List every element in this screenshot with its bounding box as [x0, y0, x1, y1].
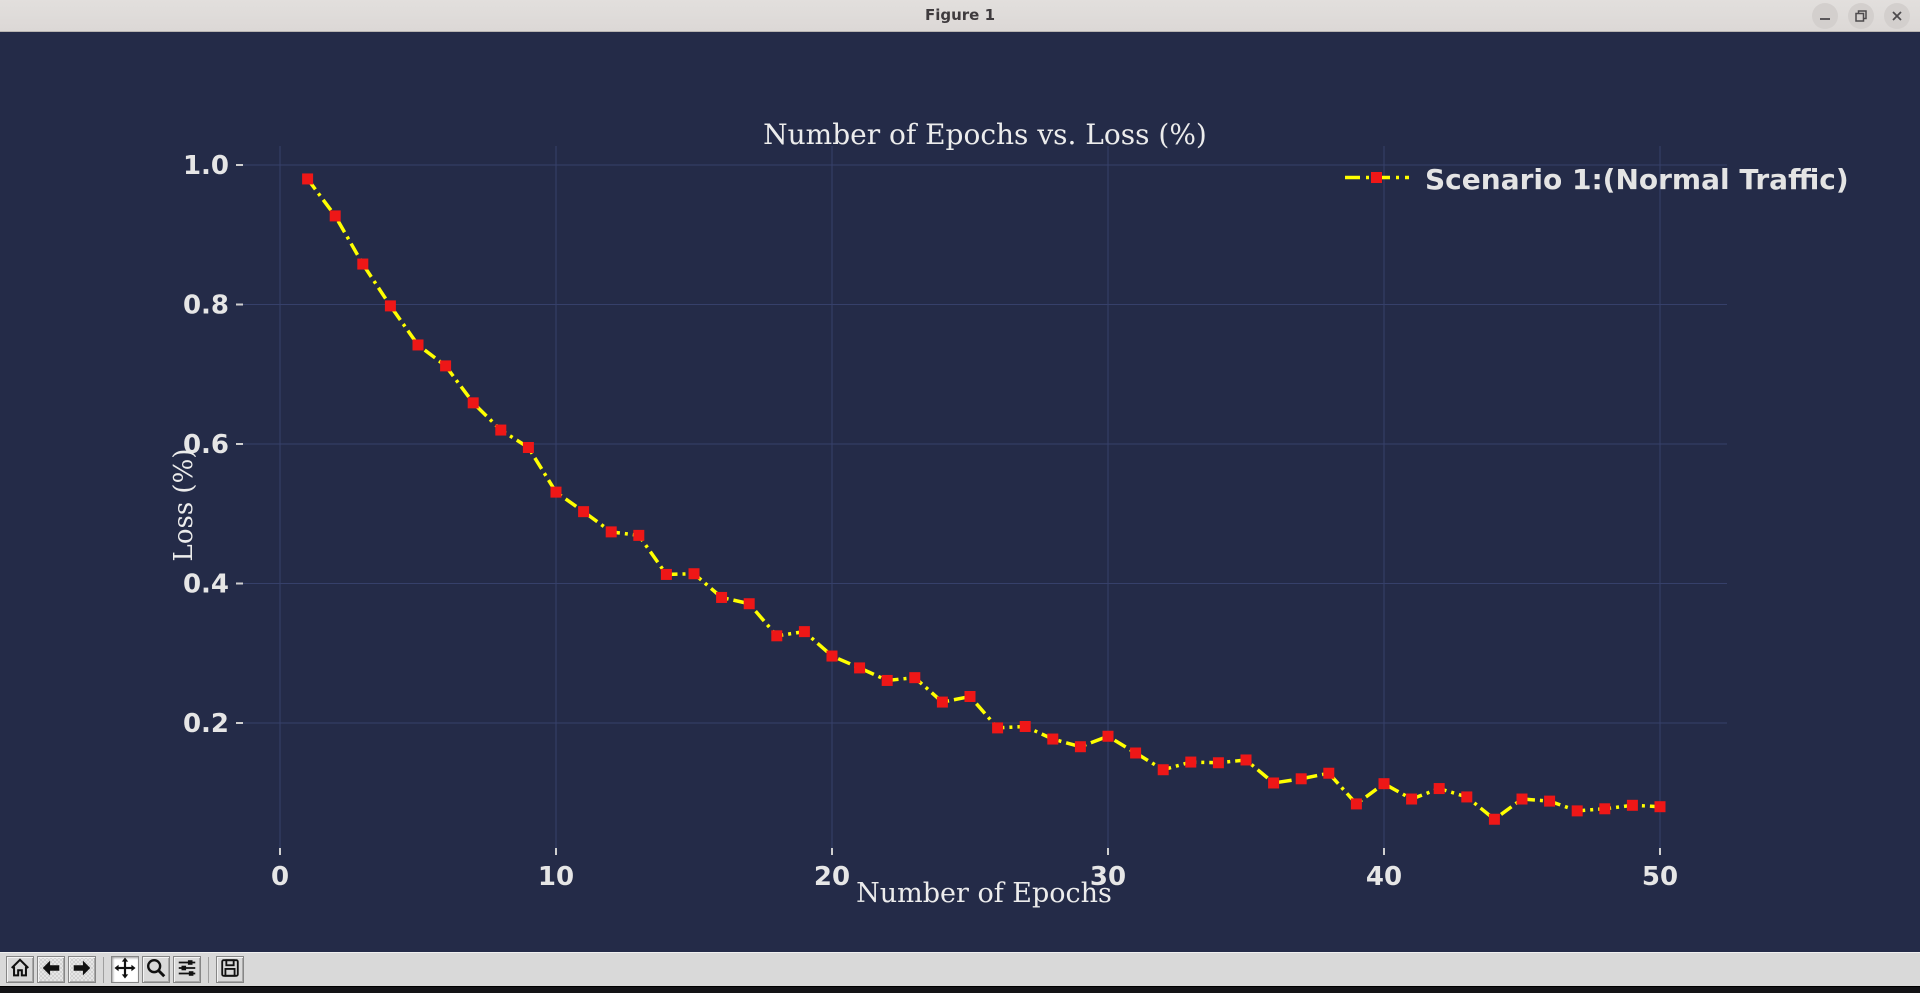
y-tick-label: 0.2	[183, 709, 229, 739]
data-point-marker	[357, 258, 369, 270]
x-tick-label: 30	[1090, 862, 1126, 892]
x-tick-label: 20	[814, 862, 850, 892]
chart-svg: 0 10 20 30 40 50 0.2 0.4 0.6 0.8 1.0	[183, 146, 1727, 892]
legend-label: Scenario 1:(Normal Traffic)	[1425, 162, 1849, 196]
nav-toolbar	[0, 952, 1920, 986]
legend: Scenario 1:(Normal Traffic)	[1345, 161, 1849, 197]
data-point-marker	[743, 598, 755, 610]
data-point-marker	[550, 486, 562, 498]
data-point-marker	[1488, 813, 1500, 825]
zoom-button[interactable]	[142, 956, 170, 983]
data-point-marker	[302, 173, 314, 185]
figure-canvas[interactable]: 0 10 20 30 40 50 0.2 0.4 0.6 0.8 1.0 Number of Epo…	[0, 32, 1920, 952]
data-point-marker	[440, 360, 452, 372]
data-point-marker	[1433, 783, 1445, 795]
data-point-marker	[1516, 793, 1528, 805]
legend-line-sample	[1345, 170, 1409, 189]
x-tick-label: 10	[538, 862, 574, 892]
data-point-marker	[909, 672, 921, 684]
data-point-marker	[1461, 791, 1473, 803]
chart-title: Number of Epochs vs. Loss (%)	[763, 118, 1207, 151]
subplots-button[interactable]	[173, 956, 201, 983]
data-point-marker	[467, 397, 479, 409]
data-point-marker	[633, 529, 645, 541]
data-point-marker	[688, 568, 700, 580]
y-tick-label: 0.8	[183, 291, 229, 321]
restore-button[interactable]	[1848, 3, 1874, 29]
back-arrow-icon	[40, 957, 62, 983]
x-tick-label: 0	[271, 862, 289, 892]
data-point-marker	[716, 591, 728, 603]
pan-button[interactable]	[111, 956, 139, 983]
data-point-marker	[1047, 733, 1059, 745]
data-point-marker	[522, 441, 534, 453]
floppy-save-icon	[219, 957, 241, 983]
x-axis-label: Number of Epochs	[856, 878, 1112, 909]
data-point-marker	[1102, 730, 1114, 742]
data-point-marker	[1323, 767, 1335, 779]
data-point-marker	[1019, 720, 1031, 732]
minimize-button[interactable]	[1812, 3, 1838, 29]
data-point-marker	[495, 424, 507, 436]
data-point-marker	[412, 339, 424, 351]
data-point-marker	[1130, 747, 1142, 759]
data-point-marker	[1544, 795, 1556, 807]
data-point-marker	[384, 300, 396, 312]
data-point-marker	[1599, 803, 1611, 815]
x-tick-label: 40	[1366, 862, 1402, 892]
data-point-marker	[1378, 778, 1390, 790]
data-point-marker	[1626, 799, 1638, 811]
y-axis-label: Loss (%)	[169, 448, 199, 562]
data-point-marker	[964, 690, 976, 702]
toolbar-separator	[208, 956, 209, 983]
close-icon	[1890, 9, 1904, 23]
forward-arrow-icon	[71, 957, 93, 983]
y-tick-label: 0.4	[183, 570, 229, 600]
data-point-marker	[329, 210, 341, 222]
window-bottom-edge	[0, 986, 1920, 993]
data-point-marker	[1157, 764, 1169, 776]
pan-move-icon	[114, 956, 136, 983]
data-point-marker	[1295, 773, 1307, 785]
data-point-marker	[1185, 756, 1197, 768]
data-point-marker	[771, 630, 783, 642]
data-point-marker	[798, 626, 810, 638]
data-point-marker	[605, 526, 617, 538]
x-tick-label: 50	[1642, 862, 1678, 892]
restore-icon	[1854, 9, 1868, 23]
data-point-marker	[1268, 777, 1280, 789]
zoom-magnifier-icon	[145, 957, 167, 983]
data-point-marker	[854, 662, 866, 674]
data-point-marker	[936, 696, 948, 708]
forward-button[interactable]	[68, 956, 96, 983]
data-point-marker	[1654, 801, 1666, 813]
y-tick-label: 1.0	[183, 151, 229, 181]
data-point-marker	[1212, 757, 1224, 769]
close-button[interactable]	[1884, 3, 1910, 29]
data-point-marker	[1240, 754, 1252, 766]
data-point-marker	[660, 568, 672, 580]
home-icon	[9, 957, 31, 983]
window-controls	[1812, 3, 1910, 29]
data-point-marker	[1571, 805, 1583, 817]
data-point-marker	[881, 674, 893, 686]
data-point-marker	[992, 722, 1004, 734]
sliders-icon	[176, 957, 198, 983]
back-button[interactable]	[37, 956, 65, 983]
data-point-marker	[1406, 793, 1418, 805]
toolbar-separator	[103, 956, 104, 983]
window-titlebar: Figure 1	[0, 0, 1920, 32]
data-point-marker	[1074, 741, 1086, 753]
data-point-marker	[1350, 798, 1362, 810]
save-button[interactable]	[216, 956, 244, 983]
data-point-marker	[826, 650, 838, 662]
data-point-marker	[578, 506, 590, 518]
minimize-icon	[1818, 9, 1832, 23]
y-tick-label: 0.6	[183, 430, 229, 460]
window-title: Figure 1	[924, 6, 996, 24]
home-button[interactable]	[6, 956, 34, 983]
